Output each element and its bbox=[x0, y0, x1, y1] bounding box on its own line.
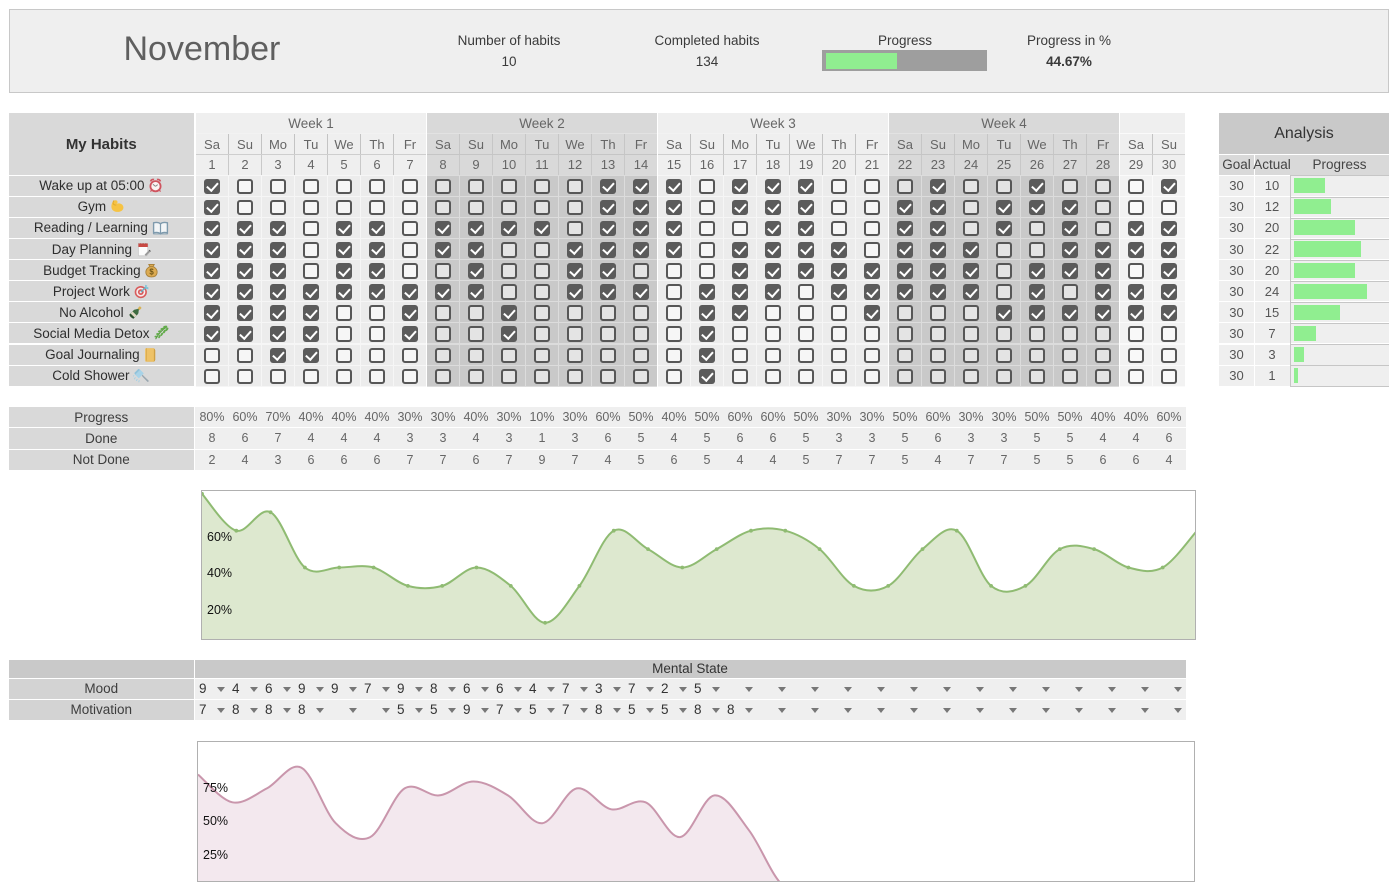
svg-text:$: $ bbox=[150, 267, 155, 276]
